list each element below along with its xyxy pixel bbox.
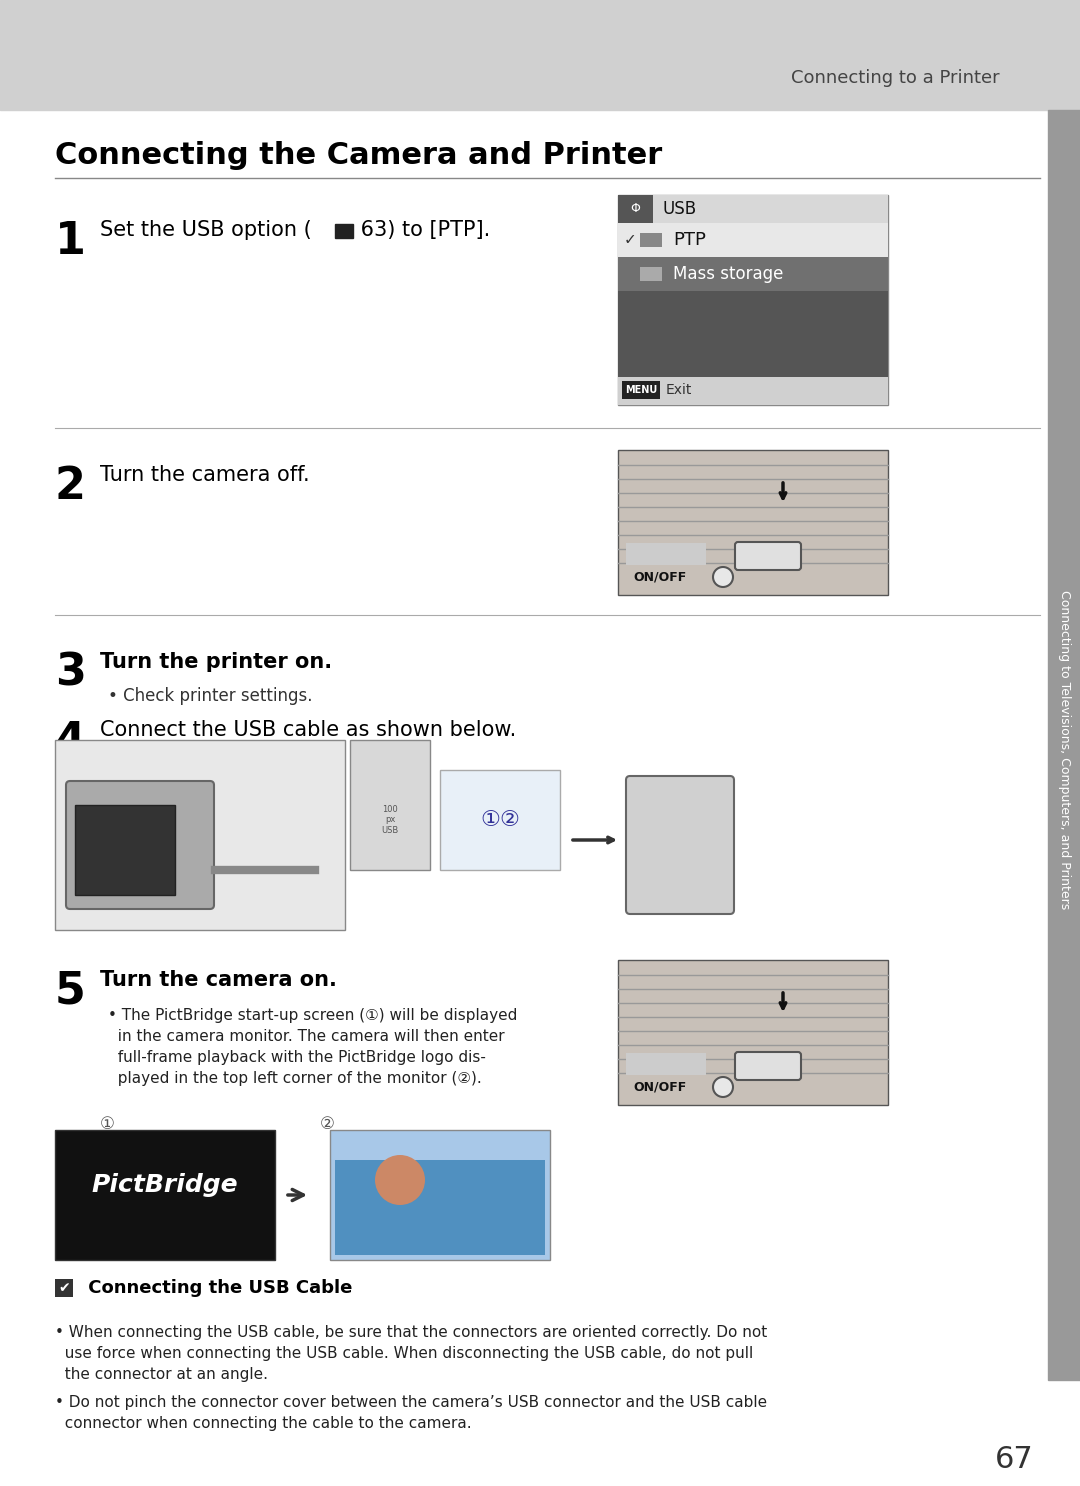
- Text: Turn the printer on.: Turn the printer on.: [100, 652, 333, 672]
- Text: 3: 3: [55, 652, 86, 695]
- Text: Exit: Exit: [666, 383, 692, 397]
- Bar: [618, 195, 653, 223]
- FancyBboxPatch shape: [735, 542, 801, 571]
- Text: ✓: ✓: [623, 232, 636, 248]
- Text: Turn the camera on.: Turn the camera on.: [100, 970, 337, 990]
- Bar: [618, 195, 888, 406]
- Text: Connect the USB cable as shown below.: Connect the USB cable as shown below.: [100, 721, 516, 740]
- Text: 63) to [PTP].: 63) to [PTP].: [354, 220, 490, 241]
- Bar: [626, 1054, 706, 1074]
- Text: USB: USB: [663, 201, 697, 218]
- FancyBboxPatch shape: [735, 1052, 801, 1080]
- Text: Set the USB option (: Set the USB option (: [100, 220, 312, 241]
- Text: 1: 1: [55, 220, 86, 263]
- Bar: [618, 960, 888, 1106]
- Text: ON/OFF: ON/OFF: [633, 1080, 686, 1094]
- Bar: [618, 291, 888, 377]
- Circle shape: [713, 568, 733, 587]
- Text: Φ: Φ: [630, 202, 640, 215]
- Bar: [618, 257, 888, 291]
- Bar: [55, 740, 345, 930]
- Text: 100
px
USB: 100 px USB: [381, 805, 399, 835]
- Bar: [335, 224, 353, 238]
- Bar: [618, 223, 888, 257]
- Text: ON/OFF: ON/OFF: [633, 571, 686, 584]
- Bar: [75, 805, 175, 895]
- Bar: [335, 1161, 545, 1256]
- Text: ①: ①: [100, 1114, 114, 1132]
- Circle shape: [375, 1155, 426, 1205]
- Text: Mass storage: Mass storage: [673, 265, 783, 282]
- Bar: [350, 740, 430, 869]
- Text: PTP: PTP: [673, 230, 706, 250]
- Bar: [55, 1129, 275, 1260]
- Text: • Check printer settings.: • Check printer settings.: [108, 687, 312, 704]
- Bar: [0, 0, 1080, 110]
- Text: Connecting to Televisions, Computers, and Printers: Connecting to Televisions, Computers, an…: [1057, 590, 1070, 909]
- Text: PictBridge: PictBridge: [92, 1172, 239, 1198]
- Bar: [618, 450, 888, 594]
- Text: MENU: MENU: [625, 385, 657, 395]
- Bar: [618, 195, 888, 223]
- Text: 5: 5: [55, 970, 86, 1013]
- Text: Connecting the USB Cable: Connecting the USB Cable: [82, 1279, 352, 1297]
- Text: Connecting the Camera and Printer: Connecting the Camera and Printer: [55, 141, 662, 169]
- FancyBboxPatch shape: [66, 782, 214, 909]
- Text: • The PictBridge start-up screen (①) will be displayed
  in the camera monitor. : • The PictBridge start-up screen (①) wil…: [108, 1008, 517, 1086]
- Bar: [330, 1129, 550, 1260]
- Text: 4: 4: [55, 721, 86, 762]
- Bar: [618, 377, 888, 406]
- Bar: [622, 380, 660, 400]
- Bar: [626, 542, 706, 565]
- Bar: [440, 770, 561, 869]
- Text: Turn the camera off.: Turn the camera off.: [100, 465, 310, 484]
- Text: ✔: ✔: [58, 1281, 70, 1294]
- Bar: [1048, 110, 1080, 1380]
- Text: ①②: ①②: [480, 810, 519, 831]
- Text: 67: 67: [995, 1446, 1034, 1474]
- FancyBboxPatch shape: [626, 776, 734, 914]
- Text: Connecting to a Printer: Connecting to a Printer: [791, 68, 999, 88]
- Bar: [55, 1279, 73, 1297]
- Circle shape: [713, 1077, 733, 1097]
- Text: ②: ②: [320, 1114, 335, 1132]
- Text: 2: 2: [55, 465, 86, 508]
- Bar: [640, 233, 662, 247]
- Text: • Do not pinch the connector cover between the camera’s USB connector and the US: • Do not pinch the connector cover betwe…: [55, 1395, 767, 1431]
- Text: • When connecting the USB cable, be sure that the connectors are oriented correc: • When connecting the USB cable, be sure…: [55, 1326, 767, 1382]
- Bar: [640, 267, 662, 281]
